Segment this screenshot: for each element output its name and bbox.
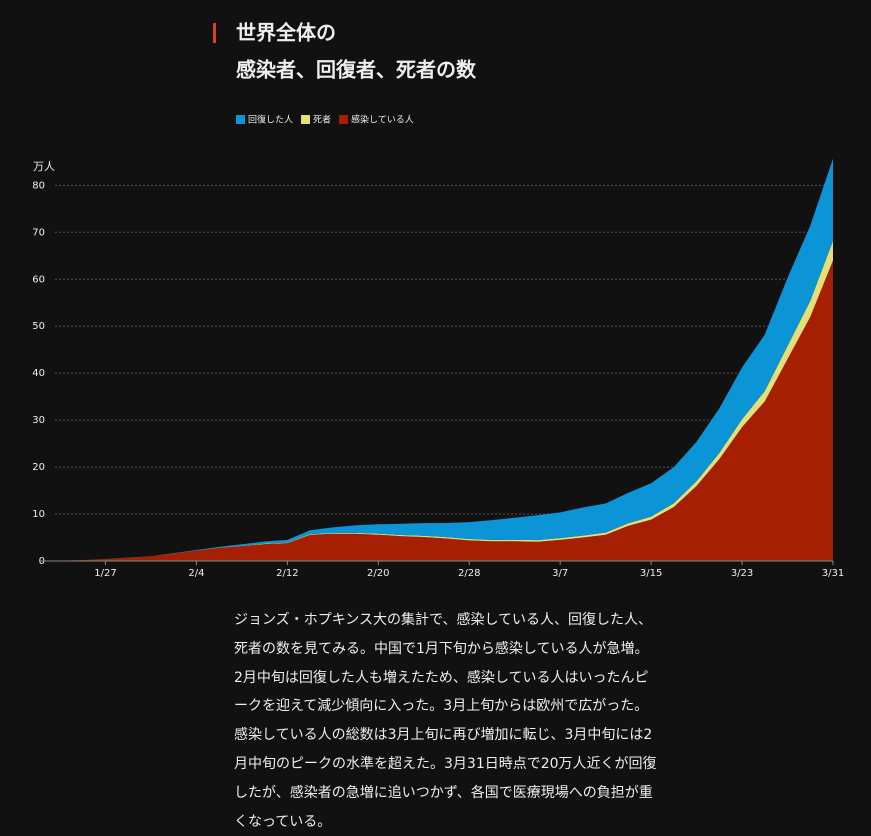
legend-label: 死者 <box>313 115 331 126</box>
area <box>60 260 833 561</box>
y-tick-label: 60 <box>32 274 45 285</box>
body-line: ークを迎えて減少傾向に入った。3月上旬からは欧州で広がった。 <box>234 698 649 715</box>
x-tick-label: 1/27 <box>94 568 116 579</box>
y-tick-label: 40 <box>32 368 45 379</box>
y-tick-label: 80 <box>32 180 45 191</box>
title-line: 世界全体の <box>236 21 336 45</box>
body-text: ジョンズ・ホプキンス大の集計で、感染している人、回復した人、 死者の数を見てみる。… <box>234 606 674 836</box>
legend-swatch <box>339 115 349 124</box>
y-tick-label: 20 <box>32 462 45 473</box>
x-tick-label: 3/31 <box>822 568 844 579</box>
y-tick-label: 70 <box>32 227 45 238</box>
body-line: 2月中旬は回復した人も増えたため、感染している人はいったんピ <box>234 669 649 686</box>
y-tick-label: 30 <box>32 415 45 426</box>
legend-label: 感染している人 <box>351 114 414 126</box>
legend-label: 回復した人 <box>248 114 293 126</box>
body-line: くなっている。 <box>234 813 332 830</box>
body-line: ジョンズ・ホプキンス大の集計で、感染している人、回復した人、 <box>234 612 653 628</box>
body-line: 感染している人の総数は3月上旬に再び増加に転じ、3月中旬には2 <box>234 727 653 744</box>
legend-swatch <box>236 115 245 124</box>
x-tick-label: 2/4 <box>188 568 204 579</box>
chart: 世界全体の 感染者、回復者、死者の数 万人 010203040506070801… <box>32 21 844 580</box>
y-axis-label: 万人 <box>33 160 55 173</box>
x-tick-label: 2/28 <box>458 568 480 579</box>
y-tick-label: 10 <box>32 509 45 520</box>
body-line: 月中旬のピークの水準を超えた。3月31日時点で20万人近くが回復 <box>234 755 657 772</box>
title-bar <box>213 23 216 43</box>
body-line: したが、感染者の急増に追いつかず、各国で医療現場への負担が重 <box>234 784 653 801</box>
x-tick-label: 3/23 <box>731 568 753 579</box>
x-tick-label: 3/7 <box>552 568 568 579</box>
x-tick-label: 2/12 <box>276 568 298 579</box>
legend-swatch <box>301 115 311 124</box>
x-tick-label: 2/20 <box>367 568 389 579</box>
body-line: 死者の数を見てみる。中国で1月下旬から感染している人が急増。 <box>234 640 649 657</box>
x-tick-label: 3/15 <box>640 568 662 579</box>
y-tick-label: 50 <box>32 321 45 332</box>
title-line: 感染者、回復者、死者の数 <box>236 58 477 82</box>
